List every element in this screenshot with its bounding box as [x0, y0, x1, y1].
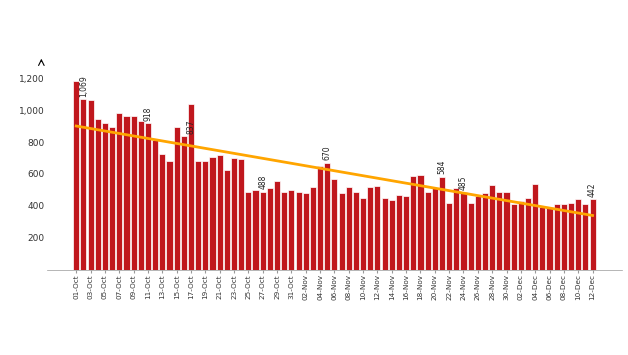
Text: 485: 485 [459, 175, 468, 190]
Bar [87, 100, 94, 270]
Bar [425, 191, 431, 270]
Bar [73, 81, 79, 270]
Bar [124, 116, 129, 270]
Bar [160, 154, 165, 270]
Bar [252, 190, 259, 270]
Bar [217, 155, 223, 270]
Bar [489, 185, 495, 270]
Bar [396, 195, 402, 270]
Bar [324, 163, 330, 270]
Bar [310, 187, 316, 270]
Text: 670: 670 [323, 146, 332, 160]
Bar [439, 176, 445, 270]
Bar [561, 204, 567, 270]
Text: 584: 584 [438, 160, 447, 174]
Bar [188, 104, 194, 270]
Bar [511, 204, 517, 270]
Bar [446, 203, 452, 270]
Bar [246, 191, 251, 270]
Bar [202, 161, 208, 270]
Bar [152, 140, 158, 270]
Bar [590, 199, 595, 270]
Bar [482, 193, 488, 270]
Bar [539, 207, 545, 270]
Bar [367, 187, 373, 270]
Text: 918: 918 [143, 106, 153, 121]
Bar [116, 113, 122, 270]
Bar [195, 161, 201, 270]
Bar [475, 196, 481, 270]
Bar [345, 187, 352, 270]
Bar [181, 136, 187, 270]
Bar [410, 176, 416, 270]
Bar [496, 191, 502, 270]
Bar [267, 188, 273, 270]
Bar [210, 157, 215, 270]
Bar [274, 181, 280, 270]
Text: Steady decline in the number of daily deaths: Steady decline in the number of daily de… [58, 22, 570, 40]
Bar [80, 99, 87, 270]
Bar [518, 201, 524, 270]
Text: 488: 488 [258, 175, 267, 190]
Bar [303, 193, 309, 270]
Bar [231, 158, 237, 270]
Bar [109, 127, 115, 270]
Bar [568, 203, 574, 270]
Bar [296, 191, 301, 270]
Bar [281, 191, 287, 270]
Bar [173, 127, 180, 270]
Bar [131, 116, 137, 270]
Bar [525, 198, 531, 270]
Bar [546, 207, 553, 270]
Bar [138, 121, 144, 270]
Bar [224, 170, 230, 270]
Bar [166, 161, 173, 270]
Bar [554, 203, 560, 270]
Bar [360, 198, 366, 270]
Bar [238, 159, 244, 270]
Bar [460, 192, 467, 270]
Bar [582, 203, 588, 270]
Bar [468, 203, 474, 270]
Bar [418, 175, 423, 270]
Bar [317, 166, 323, 270]
Bar [259, 192, 266, 270]
Text: 442: 442 [588, 182, 597, 197]
Text: 837: 837 [187, 119, 195, 134]
Bar [102, 123, 108, 270]
Bar [145, 123, 151, 270]
Bar [332, 179, 337, 270]
Bar [453, 188, 459, 270]
Bar [374, 186, 381, 270]
Bar [532, 184, 538, 270]
Bar [353, 191, 359, 270]
Bar [288, 190, 295, 270]
Bar [389, 200, 395, 270]
Bar [338, 193, 345, 270]
Bar [95, 119, 101, 270]
Bar [575, 199, 582, 270]
Bar [504, 191, 509, 270]
Text: 1,069: 1,069 [79, 75, 88, 97]
Bar [382, 198, 387, 270]
Bar [432, 188, 438, 270]
Bar [403, 196, 409, 270]
